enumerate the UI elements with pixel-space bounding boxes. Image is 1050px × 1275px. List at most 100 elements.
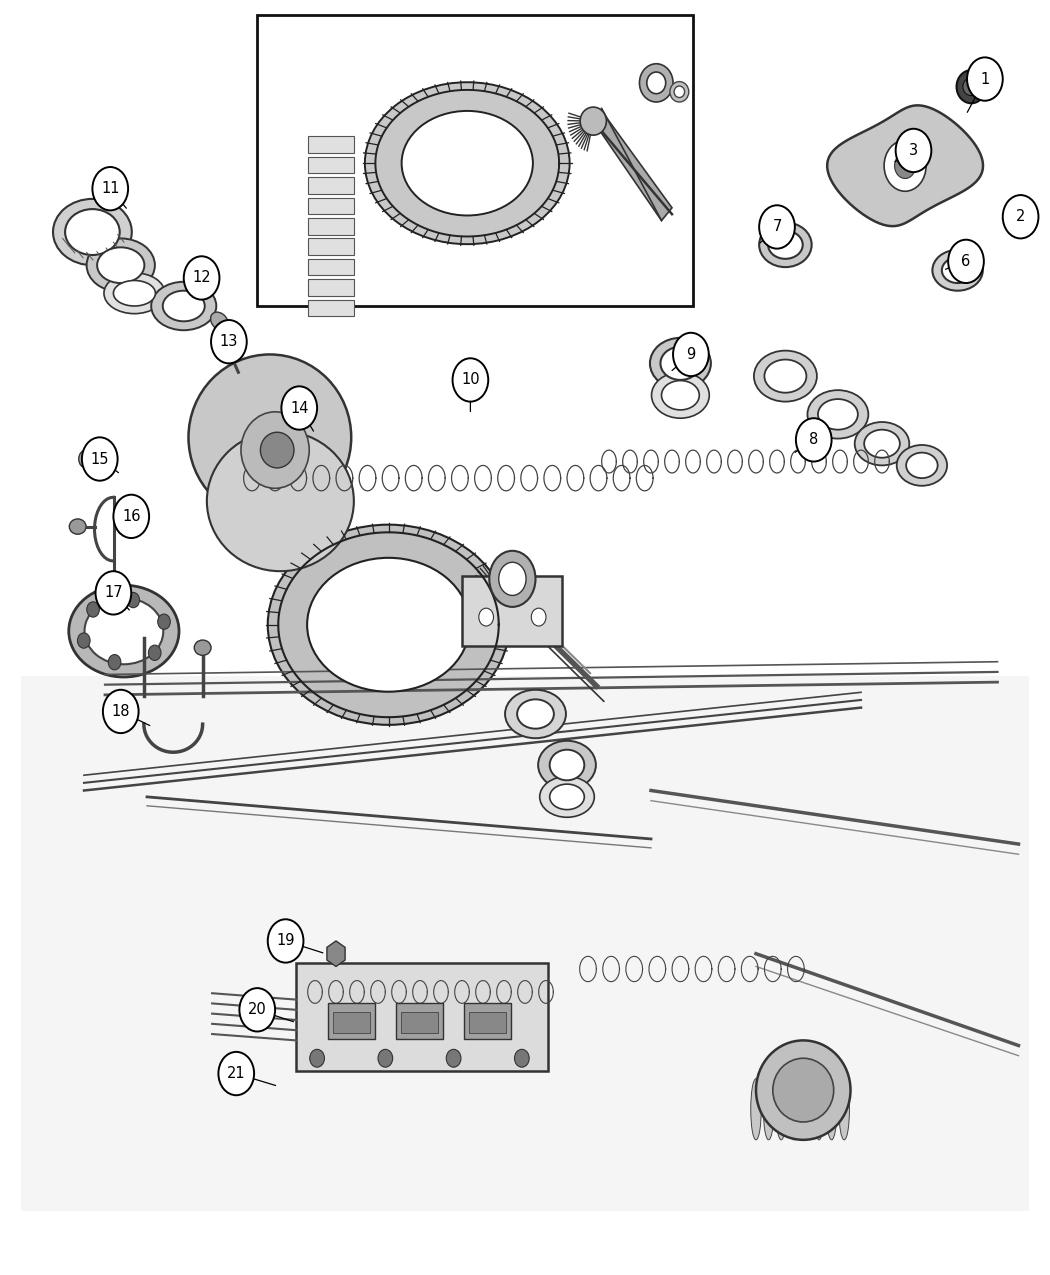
Ellipse shape [818, 399, 858, 430]
Ellipse shape [550, 750, 584, 780]
Ellipse shape [826, 1079, 837, 1140]
FancyBboxPatch shape [308, 238, 354, 255]
Circle shape [378, 1049, 393, 1067]
Ellipse shape [751, 1079, 761, 1140]
Circle shape [239, 988, 275, 1031]
Circle shape [796, 418, 832, 462]
Circle shape [211, 320, 247, 363]
Circle shape [514, 1049, 529, 1067]
Ellipse shape [674, 87, 685, 98]
Text: 7: 7 [773, 219, 781, 235]
Circle shape [896, 129, 931, 172]
Text: 15: 15 [90, 451, 109, 467]
Circle shape [92, 167, 128, 210]
Ellipse shape [194, 640, 211, 655]
FancyBboxPatch shape [462, 576, 562, 646]
Ellipse shape [754, 351, 817, 402]
FancyBboxPatch shape [308, 157, 354, 173]
Ellipse shape [839, 1079, 849, 1140]
Ellipse shape [151, 282, 216, 330]
Circle shape [489, 551, 536, 607]
Circle shape [759, 205, 795, 249]
FancyBboxPatch shape [308, 177, 354, 194]
Ellipse shape [662, 381, 699, 411]
Ellipse shape [268, 525, 509, 724]
Ellipse shape [864, 430, 900, 458]
Text: 20: 20 [248, 1002, 267, 1017]
Ellipse shape [1007, 205, 1034, 233]
Ellipse shape [69, 519, 86, 534]
FancyBboxPatch shape [21, 676, 1029, 1211]
Circle shape [895, 153, 916, 179]
Circle shape [184, 256, 219, 300]
Ellipse shape [104, 273, 165, 314]
Text: 13: 13 [219, 334, 238, 349]
Ellipse shape [211, 312, 228, 330]
Ellipse shape [483, 574, 521, 612]
Ellipse shape [660, 347, 700, 380]
Circle shape [673, 333, 709, 376]
Circle shape [948, 240, 984, 283]
Polygon shape [827, 106, 983, 226]
Circle shape [127, 593, 140, 608]
Ellipse shape [759, 222, 812, 268]
Ellipse shape [84, 598, 163, 664]
Ellipse shape [650, 338, 711, 389]
FancyBboxPatch shape [308, 136, 354, 153]
Ellipse shape [1012, 212, 1028, 227]
Ellipse shape [242, 412, 310, 488]
Circle shape [281, 386, 317, 430]
Circle shape [499, 562, 526, 595]
Ellipse shape [776, 1079, 786, 1140]
Circle shape [82, 437, 118, 481]
Circle shape [310, 1049, 324, 1067]
FancyBboxPatch shape [257, 15, 693, 306]
FancyBboxPatch shape [308, 218, 354, 235]
Text: 19: 19 [276, 933, 295, 949]
Ellipse shape [517, 700, 554, 729]
FancyBboxPatch shape [328, 1003, 375, 1039]
Text: 6: 6 [962, 254, 970, 269]
Ellipse shape [580, 107, 607, 135]
Text: 10: 10 [461, 372, 480, 388]
Ellipse shape [942, 258, 973, 283]
Circle shape [884, 140, 926, 191]
FancyBboxPatch shape [464, 1003, 511, 1039]
FancyBboxPatch shape [396, 1003, 443, 1039]
Circle shape [103, 690, 139, 733]
Circle shape [218, 1052, 254, 1095]
Ellipse shape [807, 390, 868, 439]
Text: 12: 12 [192, 270, 211, 286]
Ellipse shape [773, 1058, 834, 1122]
Text: 18: 18 [111, 704, 130, 719]
Text: 11: 11 [101, 181, 120, 196]
Ellipse shape [897, 445, 947, 486]
Ellipse shape [68, 585, 178, 677]
Ellipse shape [855, 422, 909, 465]
Ellipse shape [763, 1079, 774, 1140]
Ellipse shape [365, 82, 569, 245]
Ellipse shape [768, 231, 803, 259]
Text: 1: 1 [981, 71, 989, 87]
Ellipse shape [538, 741, 596, 789]
Text: 16: 16 [122, 509, 141, 524]
Ellipse shape [163, 291, 205, 321]
Ellipse shape [113, 280, 155, 306]
Text: 14: 14 [290, 400, 309, 416]
Ellipse shape [647, 71, 666, 94]
Ellipse shape [505, 690, 566, 738]
Circle shape [96, 571, 131, 615]
Circle shape [531, 608, 546, 626]
Ellipse shape [207, 431, 354, 571]
Circle shape [479, 608, 493, 626]
Circle shape [79, 450, 93, 468]
Ellipse shape [963, 78, 980, 96]
Ellipse shape [932, 250, 983, 291]
Ellipse shape [52, 199, 131, 265]
Ellipse shape [86, 238, 155, 292]
Ellipse shape [814, 1079, 824, 1140]
Ellipse shape [764, 360, 806, 393]
FancyBboxPatch shape [308, 300, 354, 316]
Ellipse shape [189, 354, 351, 520]
FancyBboxPatch shape [401, 1012, 438, 1033]
